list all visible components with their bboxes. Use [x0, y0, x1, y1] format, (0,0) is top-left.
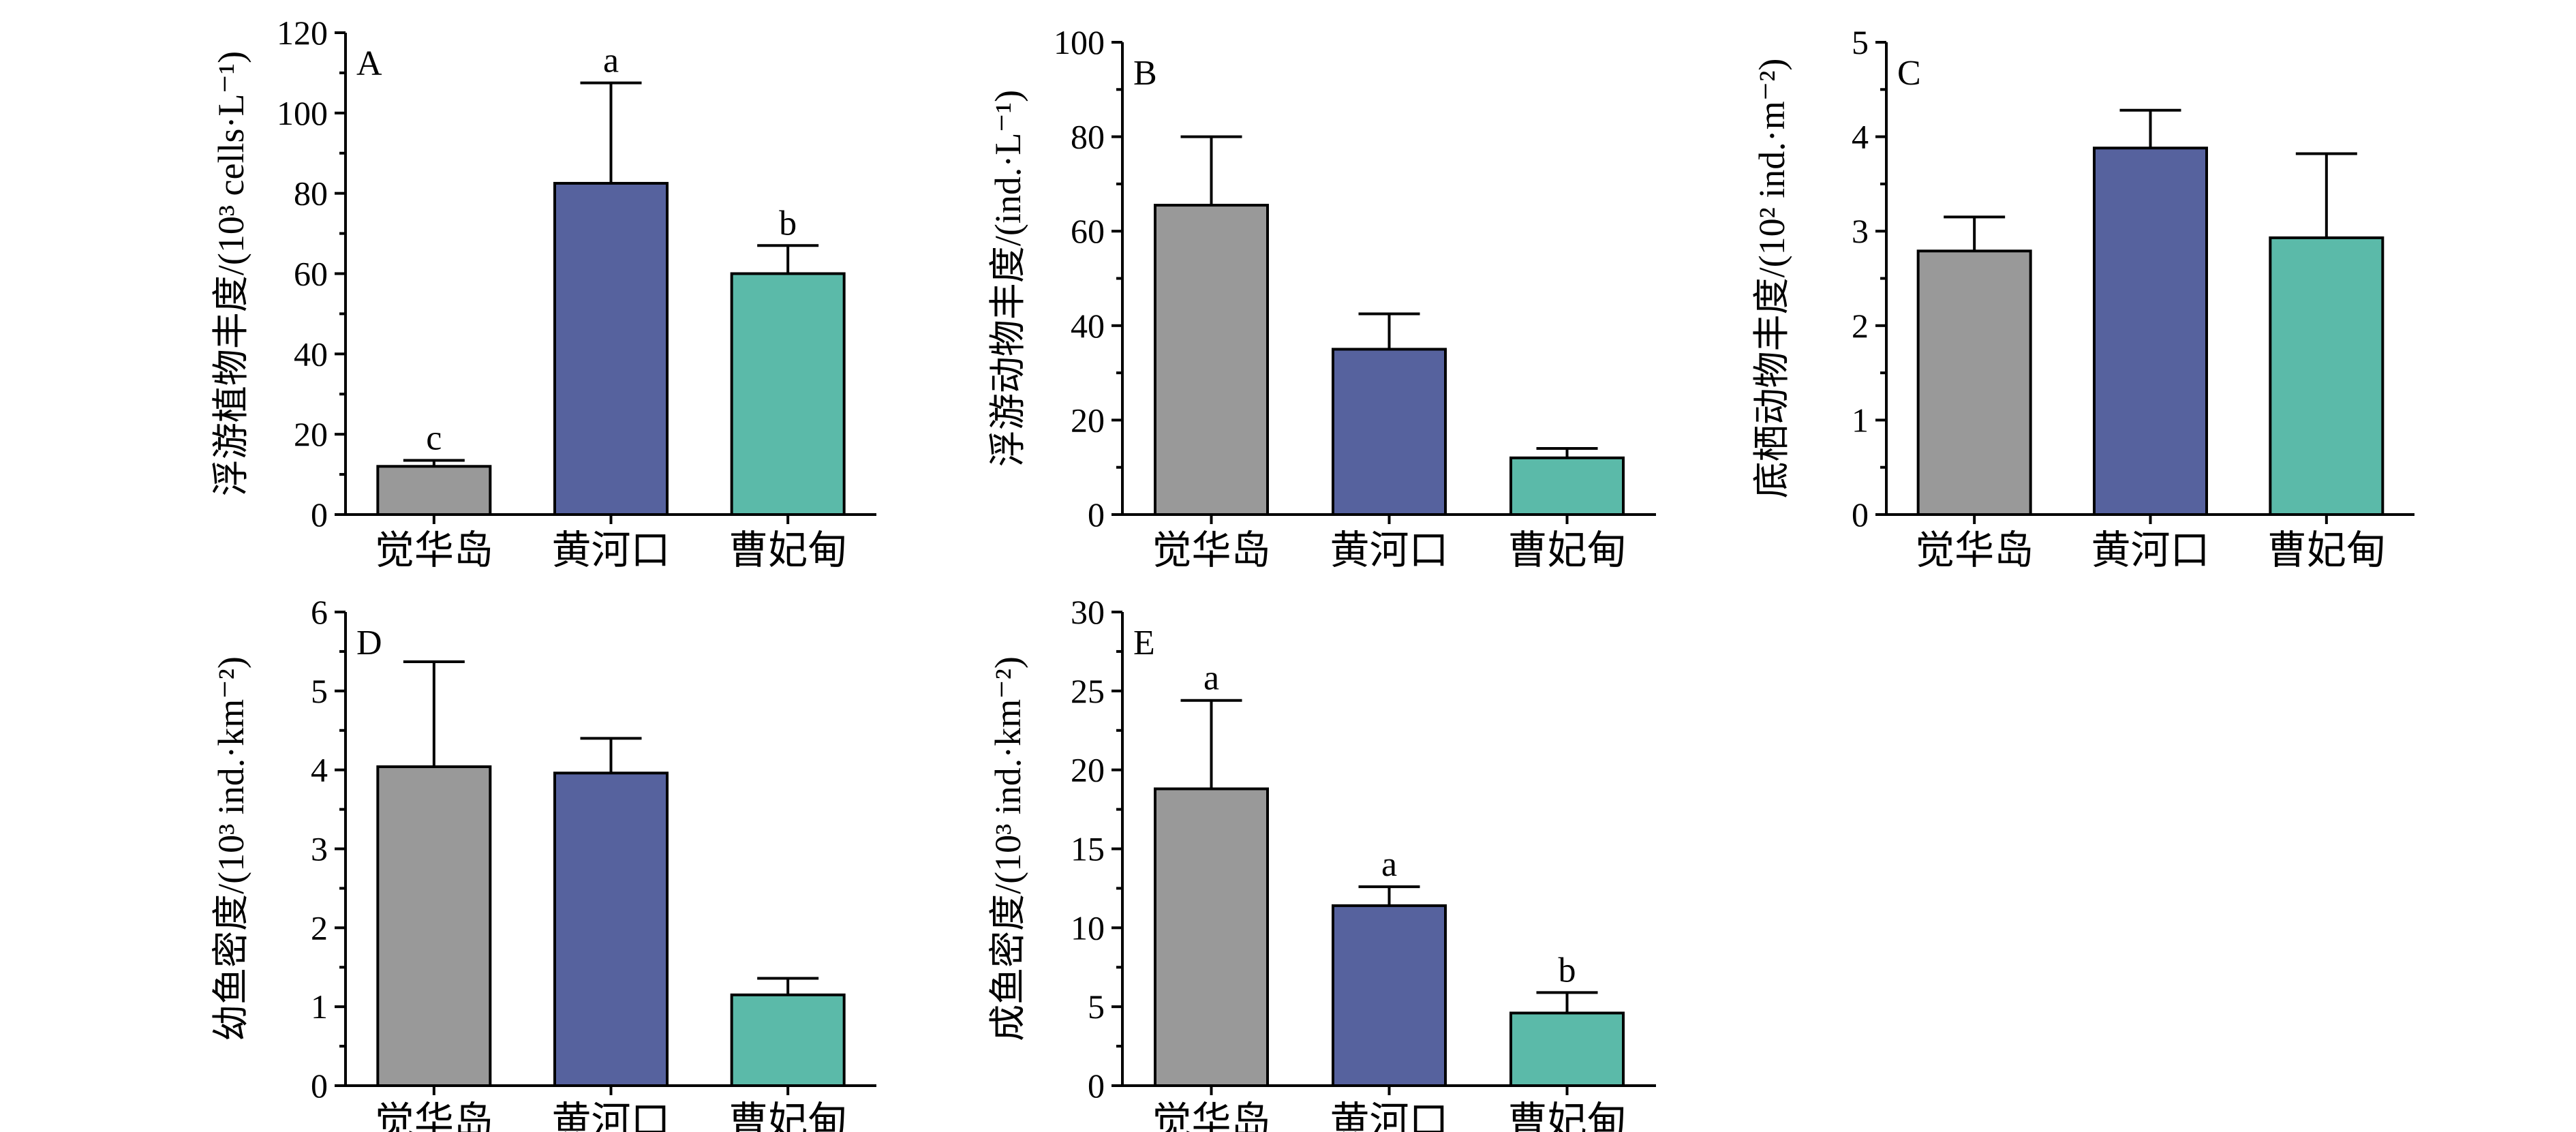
bar-c-0 — [1916, 249, 2032, 516]
bar-d-2 — [730, 993, 846, 1087]
y-tick-label-c-0: 0 — [1852, 495, 1869, 534]
y-tick-label-e-6: 30 — [1071, 593, 1105, 631]
bar-a-2 — [730, 272, 846, 516]
y-tick-label-a-4: 80 — [294, 174, 328, 213]
chart-panel-a: c 觉华岛 a 黄河口 b 曹妃甸 0 20 40 60 80 100 120 A 浮游植物丰度/(10³ … — [211, 14, 876, 572]
y-tick-label-a-0: 0 — [311, 495, 328, 534]
y-tick-label-a-6: 120 — [277, 14, 328, 52]
y-tick-label-c-5: 5 — [1852, 23, 1869, 61]
chart-panel-c: 觉华岛 黄河口 曹妃甸 0 1 2 3 4 5C 底栖动物丰度/(10² ind.·m⁻²) — [1751, 23, 2414, 572]
y-tick-label-e-1: 5 — [1088, 988, 1105, 1026]
chart-panel-b: 觉华岛 黄河口 曹妃甸 0 20 40 60 80 100 B 浮游动物丰度/(ind.·L⁻¹) — [987, 23, 1656, 572]
panel-letter-c: C — [1897, 54, 1921, 93]
panel-letter-e: E — [1133, 624, 1155, 662]
significance-letter-a-0: c — [426, 418, 442, 457]
bar-b-0 — [1154, 204, 1269, 516]
bar-a-0 — [376, 465, 492, 516]
y-tick-label-d-0: 0 — [311, 1067, 328, 1105]
y-tick-label-b-5: 100 — [1054, 23, 1105, 61]
chart-panel-e: a 觉华岛 a 黄河口 b 曹妃甸 0 5 10 15 20 25 30 E 成鱼密度/(10³ ind.·… — [987, 593, 1656, 1132]
category-label-d-0: 觉华岛 — [375, 1099, 493, 1132]
category-label-d-2: 曹妃甸 — [729, 1099, 847, 1132]
y-tick-label-c-3: 3 — [1852, 212, 1869, 250]
category-label-e-2: 曹妃甸 — [1507, 1099, 1626, 1132]
bar-e-2 — [1509, 1011, 1625, 1088]
y-tick-label-e-5: 25 — [1071, 672, 1105, 710]
y-tick-label-b-0: 0 — [1088, 495, 1105, 534]
category-label-d-1: 黄河口 — [551, 1099, 670, 1132]
y-tick-label-b-2: 40 — [1071, 307, 1105, 345]
y-tick-label-b-4: 80 — [1071, 118, 1105, 156]
category-label-b-2: 曹妃甸 — [1507, 528, 1626, 572]
y-tick-label-a-3: 60 — [294, 255, 328, 293]
y-axis-label-e: 成鱼密度/(10³ ind.·km⁻²) — [987, 656, 1028, 1041]
significance-letter-a-2: b — [779, 204, 797, 243]
significance-letter-e-1: a — [1381, 845, 1397, 884]
y-axis-label-b: 浮游动物丰度/(ind.·L⁻¹) — [987, 90, 1028, 467]
y-tick-label-a-5: 100 — [277, 94, 328, 132]
y-tick-label-b-1: 20 — [1071, 401, 1105, 439]
category-label-c-0: 觉华岛 — [1915, 528, 2034, 572]
y-axis-label-c: 底栖动物丰度/(10² ind.·m⁻²) — [1751, 59, 1792, 499]
panel-letter-d: D — [356, 624, 382, 662]
category-label-a-2: 曹妃甸 — [729, 528, 847, 572]
panel-letter-b: B — [1133, 54, 1157, 93]
y-tick-label-c-1: 1 — [1852, 401, 1869, 439]
significance-letter-e-2: b — [1559, 951, 1576, 990]
y-tick-label-d-4: 4 — [311, 751, 328, 789]
category-label-e-1: 黄河口 — [1330, 1099, 1448, 1132]
category-label-a-0: 觉华岛 — [375, 528, 493, 572]
category-label-c-1: 黄河口 — [2091, 528, 2209, 572]
y-tick-label-c-2: 2 — [1852, 307, 1869, 345]
bar-d-1 — [553, 771, 669, 1088]
y-tick-label-a-1: 20 — [294, 415, 328, 453]
bar-e-1 — [1332, 904, 1447, 1088]
category-label-b-1: 黄河口 — [1330, 528, 1448, 572]
y-tick-label-d-6: 6 — [311, 593, 328, 631]
chart-panel-d: 觉华岛 黄河口 曹妃甸 0 1 2 3 4 5 6D 幼鱼密度/(10³ ind.·km⁻²) — [211, 593, 876, 1132]
category-label-a-1: 黄河口 — [551, 528, 670, 572]
y-tick-label-e-2: 10 — [1071, 908, 1105, 947]
y-tick-label-d-1: 1 — [311, 988, 328, 1026]
category-label-b-0: 觉华岛 — [1152, 528, 1270, 572]
y-tick-label-a-2: 40 — [294, 335, 328, 373]
bar-d-0 — [376, 765, 492, 1087]
y-tick-label-d-5: 5 — [311, 672, 328, 710]
bar-e-0 — [1154, 787, 1269, 1087]
bar-c-2 — [2269, 236, 2385, 516]
bar-b-1 — [1332, 348, 1447, 517]
y-axis-label-d: 幼鱼密度/(10³ ind.·km⁻²) — [211, 656, 251, 1041]
y-axis-label-a: 浮游植物丰度/(10³ cells·L⁻¹) — [211, 51, 251, 496]
y-tick-label-e-4: 20 — [1071, 751, 1105, 789]
significance-letter-a-1: a — [603, 42, 619, 80]
y-tick-label-e-3: 15 — [1071, 830, 1105, 868]
bar-b-2 — [1509, 456, 1625, 517]
panel-letter-a: A — [356, 44, 382, 83]
y-tick-label-e-0: 0 — [1088, 1067, 1105, 1105]
y-tick-label-d-2: 2 — [311, 908, 328, 947]
y-tick-label-d-3: 3 — [311, 830, 328, 868]
y-tick-label-c-4: 4 — [1852, 118, 1869, 156]
category-label-c-2: 曹妃甸 — [2267, 528, 2386, 572]
category-label-e-0: 觉华岛 — [1152, 1099, 1270, 1132]
bar-a-1 — [553, 181, 669, 516]
y-tick-label-b-3: 60 — [1071, 212, 1105, 250]
bar-c-1 — [2093, 147, 2208, 516]
significance-letter-e-0: a — [1203, 659, 1219, 698]
